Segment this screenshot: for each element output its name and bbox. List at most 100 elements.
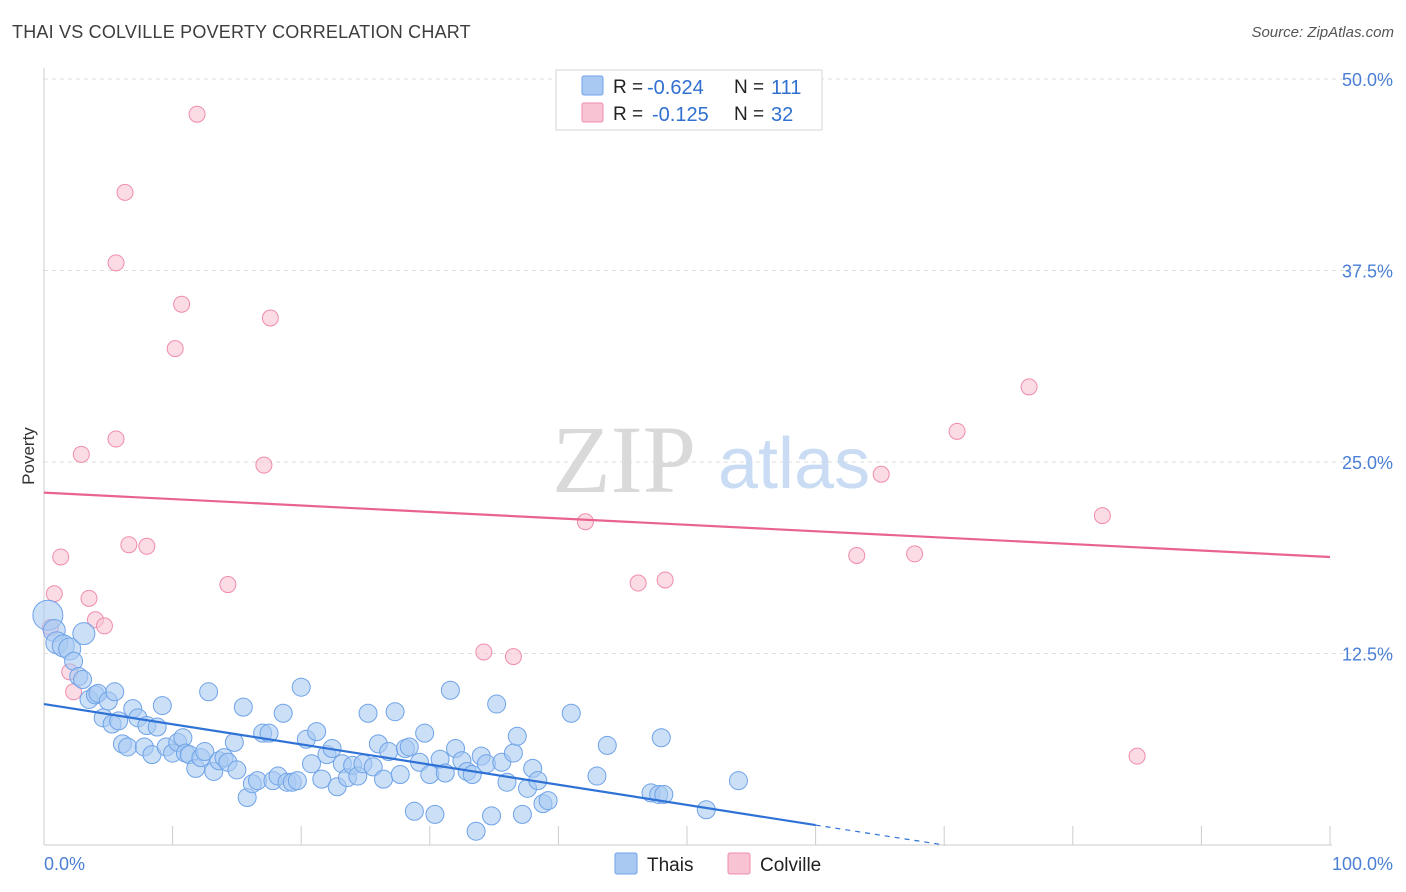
thais-point <box>227 760 247 780</box>
thais-point <box>561 703 581 723</box>
thais-point <box>538 791 558 811</box>
colville-point <box>255 456 273 474</box>
legend-r-label-colville: R = <box>613 104 643 125</box>
y-tick-labels: 12.5% 25.0% 37.5% 50.0% <box>1342 70 1393 665</box>
thais-point <box>482 806 502 826</box>
colville-point <box>95 617 113 635</box>
thais-point <box>307 722 327 742</box>
thais-point <box>152 696 172 716</box>
legend-r-value-thais: -0.624 <box>647 77 704 99</box>
legend-box: R = -0.624 N = 111 R = -0.125 N = 32 <box>555 69 823 131</box>
thais-point <box>390 765 410 785</box>
colville-point <box>52 548 70 566</box>
thais-point <box>651 728 671 748</box>
thais-point <box>425 804 445 824</box>
colville-point <box>138 537 156 555</box>
colville-point <box>656 571 674 589</box>
colville-point <box>475 643 493 661</box>
bottom-legend-label-colville: Colville <box>760 855 821 876</box>
thais-point <box>358 703 378 723</box>
thais-point <box>512 804 532 824</box>
thais-point <box>507 726 527 746</box>
thais-point <box>105 682 125 702</box>
source-label: Source: ZipAtlas.com <box>1251 24 1394 41</box>
thais-point <box>487 694 507 714</box>
colville-point <box>166 340 184 358</box>
colville-point <box>173 295 191 313</box>
legend-n-value-thais: 111 <box>771 77 801 99</box>
colville-point <box>219 576 237 594</box>
bottom-legend-swatch-colville <box>727 852 751 875</box>
x-axis-ticks <box>172 826 1331 845</box>
thais-point <box>233 697 253 717</box>
bottom-legend-label-thais: Thais <box>647 855 693 876</box>
colville-trend-line <box>43 491 1331 559</box>
watermark: ZIP atlas <box>552 406 870 513</box>
thais-point <box>301 754 321 774</box>
colville-point <box>107 254 125 272</box>
gridlines <box>44 78 1393 654</box>
trend-lines <box>43 491 1331 846</box>
thais-point <box>399 737 419 757</box>
colville-point <box>72 445 90 463</box>
y-tick-label-2: 37.5% <box>1342 262 1393 282</box>
colville-point <box>45 585 63 603</box>
colville-point <box>107 430 125 448</box>
x-tick-label-max: 100.0% <box>1332 854 1393 874</box>
colville-point <box>948 422 966 440</box>
legend-swatch-colville <box>581 102 604 123</box>
thais-point <box>73 670 93 690</box>
thais-trend-line <box>43 702 816 827</box>
colville-point <box>1020 378 1038 396</box>
y-axis-title: Poverty <box>19 427 38 485</box>
colville-point <box>188 105 206 123</box>
thais-point <box>440 680 460 700</box>
colville-point <box>504 648 522 666</box>
thais-point <box>374 769 394 789</box>
colville-point <box>1128 747 1146 765</box>
thais-point <box>404 801 424 821</box>
thais-point <box>287 771 307 791</box>
thais-point <box>385 702 405 722</box>
x-tick-label-min: 0.0% <box>44 854 85 874</box>
thais-point <box>415 723 435 743</box>
colville-point <box>848 546 866 564</box>
colville-point <box>872 465 890 483</box>
watermark-atlas: atlas <box>718 424 870 504</box>
colville-point <box>120 536 138 554</box>
bottom-legend: Thais Colville <box>614 852 821 876</box>
y-tick-label-3: 50.0% <box>1342 70 1393 90</box>
bottom-legend-swatch-thais <box>614 852 638 875</box>
thais-point <box>654 784 674 804</box>
colville-points <box>41 105 1146 765</box>
thais-point <box>503 743 523 763</box>
colville-point <box>1093 507 1111 525</box>
watermark-zip: ZIP <box>552 406 696 513</box>
legend-r-label-thais: R = <box>613 77 643 98</box>
legend-swatch-thais <box>581 75 604 96</box>
colville-point <box>906 545 924 563</box>
thais-point <box>587 766 607 786</box>
thais-point <box>363 757 383 777</box>
chart-title: THAI VS COLVILLE POVERTY CORRELATION CHA… <box>12 22 471 42</box>
colville-point <box>576 513 594 531</box>
legend-n-label-colville: N = <box>734 104 764 125</box>
thais-point <box>728 771 748 791</box>
thais-point <box>291 677 311 697</box>
colville-point <box>116 183 134 201</box>
thais-point <box>273 703 293 723</box>
thais-point <box>224 732 244 752</box>
thais-point <box>72 622 96 646</box>
thais-point <box>597 735 617 755</box>
thais-point <box>118 737 138 757</box>
thais-trend-extension <box>815 824 945 846</box>
thais-point <box>312 769 332 789</box>
colville-point <box>629 574 647 592</box>
colville-point <box>261 309 279 327</box>
colville-point <box>80 589 98 607</box>
thais-point <box>466 821 486 841</box>
y-tick-label-0: 12.5% <box>1342 645 1393 665</box>
y-tick-label-1: 25.0% <box>1342 453 1393 473</box>
legend-n-value-colville: 32 <box>771 104 793 126</box>
